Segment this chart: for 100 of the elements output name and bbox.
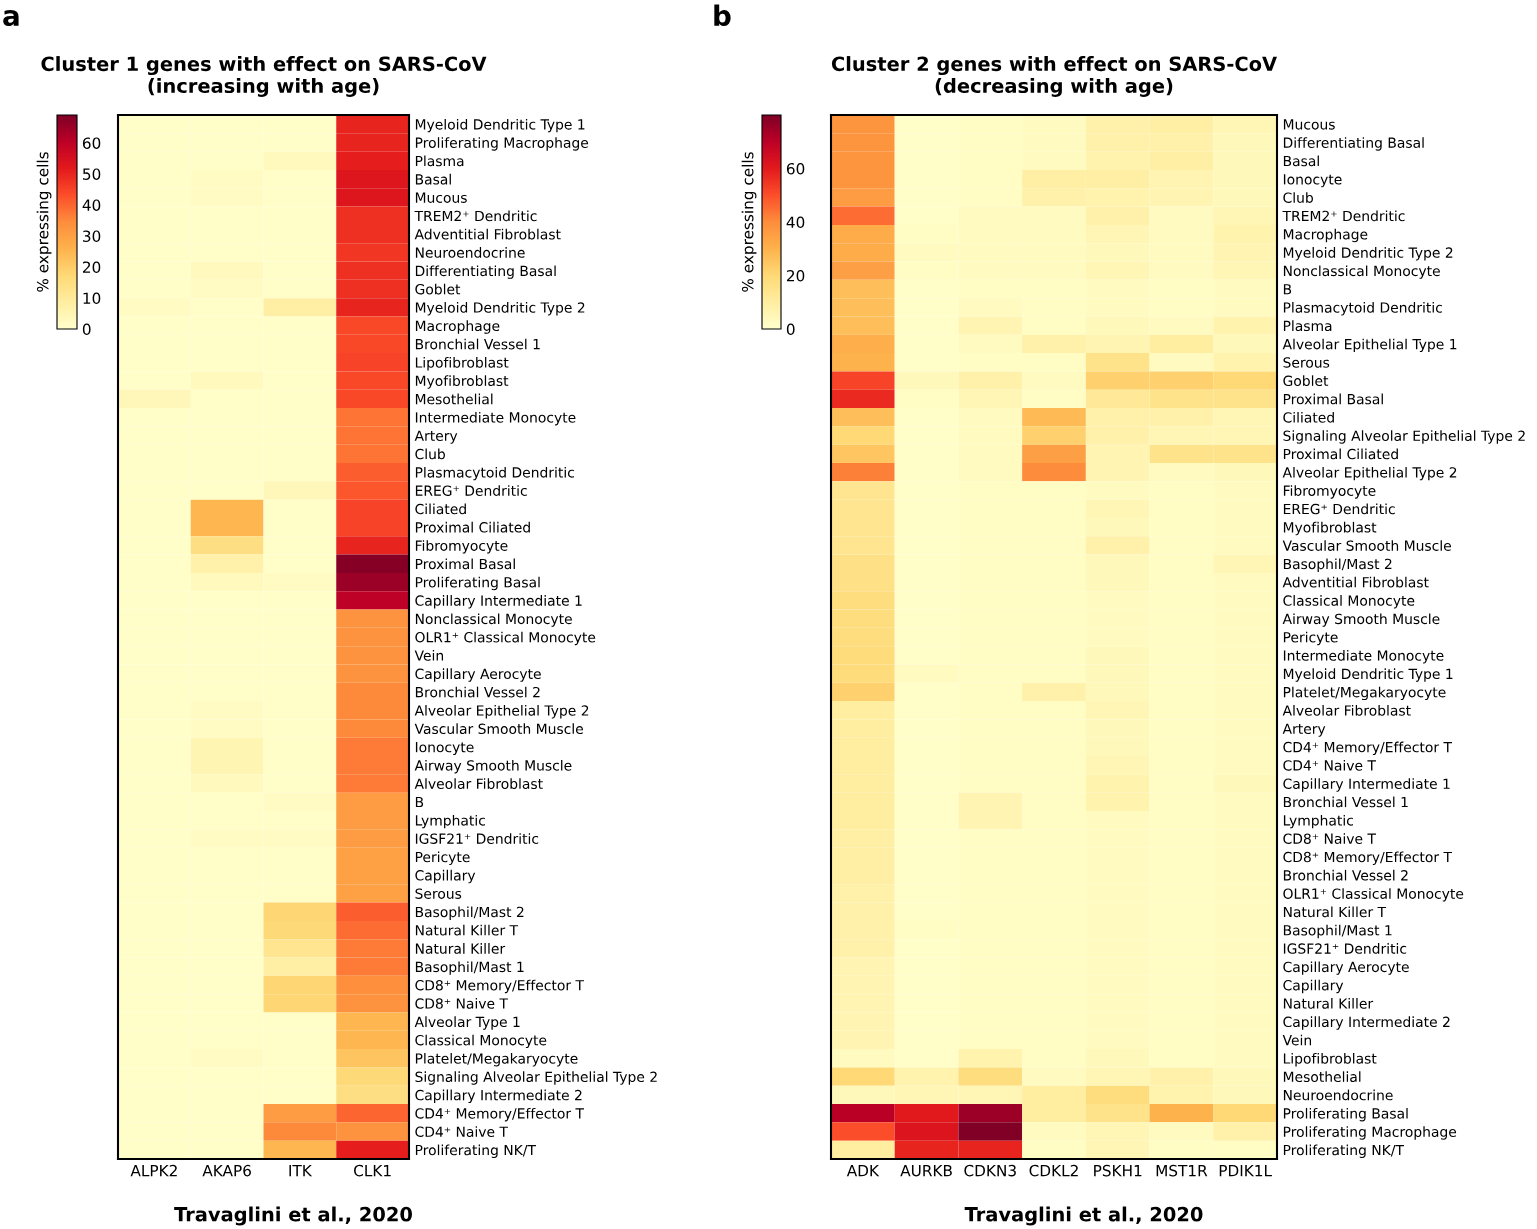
y-tick-label: Bronchial Vessel 1 (1283, 796, 1408, 808)
y-tick-label: Differentiating Basal (415, 265, 556, 279)
y-tick-label: Alveolar Type 1 (414, 1016, 520, 1030)
y-tick-label: Proximal Ciliated (1283, 448, 1398, 460)
y-tick-label: Platelet/Megakaryocyte (415, 1052, 578, 1067)
y-tick-label: Vein (414, 650, 444, 661)
y-tick-label: Proliferating NK/T (1283, 1144, 1404, 1159)
y-tick-label: Classical Monocyte (1283, 595, 1415, 609)
x-tick-label: AURKB (900, 1165, 952, 1177)
y-tick-label: TREM2⁺ Dendritic (414, 210, 537, 222)
y-tick-label: Plasma (415, 155, 464, 167)
y-tick-label: Platelet/Megakaryocyte (1283, 686, 1446, 701)
y-tick-label: Natural Killer T (1283, 906, 1387, 918)
y-tick-label: Capillary Aerocyte (415, 668, 541, 682)
x-tick-label: ITK (289, 1165, 313, 1177)
y-tick-label: Proliferating Macrophage (1283, 1126, 1457, 1140)
color-bar-label: 40 (82, 199, 101, 211)
y-tick-label: Proximal Basal (415, 558, 515, 570)
y-tick-label: EREG⁺ Dendritic (1283, 503, 1395, 515)
y-tick-label: Intermediate Monocyte (1283, 650, 1444, 664)
y-tick-label: Airway Smooth Muscle (1282, 613, 1440, 627)
y-tick-label: Myeloid Dendritic Type 2 (1283, 247, 1453, 261)
y-tick-label: Basophil/Mast 1 (415, 961, 524, 975)
color-bar-label: 50 (83, 168, 101, 180)
y-tick-label: Capillary Aerocyte (1283, 961, 1409, 975)
y-tick-label: Proliferating Basal (415, 576, 540, 591)
y-tick-label: Bronchial Vessel 2 (415, 686, 540, 698)
y-tick-label: Alveolar Epithelial Type 2 (1282, 466, 1457, 481)
y-tick-label: Macrophage (1283, 228, 1368, 243)
y-tick-label: Nonclassical Monocyte (1283, 265, 1440, 279)
y-tick-label: Capillary Intermediate 2 (1283, 1016, 1450, 1030)
x-tick-label: CDKN3 (964, 1164, 1016, 1177)
y-tick-label: B (1283, 284, 1292, 295)
y-tick-label: Alveolar Fibroblast (1282, 704, 1411, 716)
y-tick-label: Basophil/Mast 2 (415, 906, 524, 920)
y-tick-label: Goblet (415, 283, 461, 295)
color-bar-label: 10 (83, 292, 101, 305)
y-tick-label: Macrophage (415, 320, 500, 334)
y-tick-label: Alveolar Epithelial Type 2 (414, 704, 589, 719)
y-tick-label: Club (1283, 192, 1313, 203)
y-tick-label: Vein (1282, 1034, 1312, 1046)
y-tick-label: Natural Killer (415, 943, 506, 954)
text: b (714, 4, 731, 27)
y-tick-label: OLR1⁺ Classical Monocyte (415, 631, 596, 646)
y-tick-label: Artery (1282, 723, 1326, 737)
y-tick-label: Lipofibroblast (415, 356, 509, 371)
y-tick-label: Serous (1283, 357, 1330, 368)
color-bar-label: 60 (82, 137, 101, 149)
y-tick-label: Signaling Alveolar Epithelial Type 2 (415, 1071, 657, 1085)
y-tick-label: Plasma (1283, 320, 1332, 332)
x-tick-label: MST1R (1156, 1164, 1208, 1177)
y-tick-label: Basophil/Mast 1 (1283, 924, 1392, 939)
y-tick-label: Adventitial Fibroblast (1282, 576, 1429, 588)
y-tick-label: EREG⁺ Dendritic (415, 485, 527, 496)
y-tick-label: Lipofibroblast (1283, 1052, 1377, 1067)
color-bar-label: 0 (786, 323, 795, 336)
y-tick-label: Ionocyte (415, 742, 474, 756)
y-tick-label: TREM2⁺ Dendritic (1282, 210, 1405, 222)
y-tick-label: IGSF21⁺ Dendritic (1283, 943, 1407, 954)
y-tick-label: Proliferating Macrophage (415, 137, 589, 151)
color-bar-label: 30 (83, 230, 101, 242)
y-tick-label: Mucous (1283, 119, 1335, 130)
y-tick-label: Classical Monocyte (415, 1034, 547, 1049)
y-tick-label: Myeloid Dendritic Type 1 (1283, 668, 1453, 682)
y-tick-label: Proliferating NK/T (415, 1144, 536, 1159)
x-tick-label: AKAP6 (202, 1164, 251, 1177)
y-tick-label: Capillary Intermediate 1 (1283, 778, 1450, 792)
y-tick-label: Differentiating Basal (1283, 137, 1424, 151)
y-tick-label: Fibromyocyte (415, 540, 508, 554)
y-tick-label: Serous (415, 888, 462, 899)
y-tick-label: Bronchial Vessel 2 (1283, 869, 1408, 881)
y-tick-label: Plasmacytoid Dendritic (1283, 302, 1442, 316)
y-tick-label: Natural Killer (1283, 998, 1374, 1009)
x-tick-label: ALPK2 (130, 1164, 177, 1177)
y-tick-label: CD8⁺ Memory/Effector T (415, 979, 585, 994)
y-tick-label: CD4⁺ Memory/Effector T (415, 1107, 585, 1122)
text: Travaglini et al., 2020 (964, 1206, 1203, 1226)
y-tick-label: Intermediate Monocyte (415, 411, 576, 426)
y-tick-label: Lymphatic (415, 814, 485, 829)
text: Travaglini et al., 2020 (174, 1206, 412, 1226)
y-tick-label: Artery (414, 430, 458, 444)
x-tick-label: PDIK1L (1219, 1165, 1272, 1177)
y-tick-label: CD8⁺ Naive T (1283, 833, 1376, 844)
y-tick-label: Alveolar Epithelial Type 1 (1282, 338, 1457, 353)
x-tick-label: PSKH1 (1094, 1164, 1142, 1177)
y-tick-label: CD8⁺ Naive T (415, 998, 508, 1009)
y-tick-label: Plasmacytoid Dendritic (415, 466, 574, 481)
chart-title: Cluster 1 genes with effect on SARS-CoV (increasing with age) (41, 56, 487, 97)
y-tick-label: Capillary (415, 869, 476, 884)
y-tick-label: Ciliated (415, 503, 466, 515)
y-tick-label: OLR1⁺ Classical Monocyte (1283, 888, 1464, 902)
text: a (3, 10, 19, 27)
y-tick-label: CD4⁺ Naive T (415, 1126, 508, 1137)
y-tick-label: Vascular Smooth Muscle (414, 723, 583, 735)
y-tick-label: Lymphatic (1283, 814, 1353, 829)
y-tick-label: Myeloid Dendritic Type 2 (415, 302, 585, 316)
y-tick-label: CD8⁺ Memory/Effector T (1283, 851, 1453, 865)
y-tick-label: Capillary (1283, 979, 1344, 994)
y-tick-label: Vascular Smooth Muscle (1282, 540, 1451, 551)
y-tick-label: Proliferating Basal (1283, 1107, 1408, 1122)
